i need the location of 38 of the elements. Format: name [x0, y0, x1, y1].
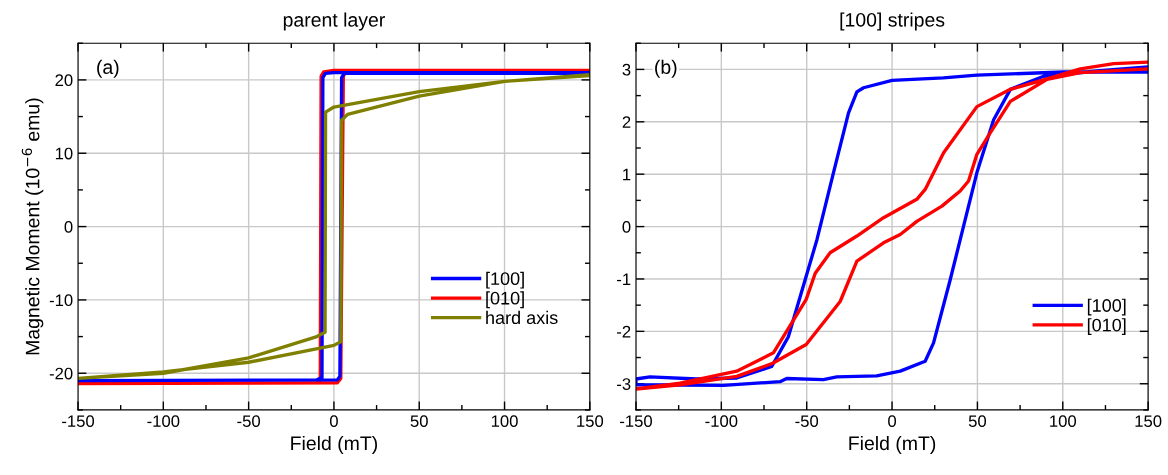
y-tick-label: 0: [622, 220, 631, 233]
chart-title: parent layer: [283, 12, 385, 31]
x-tick-label: 50: [968, 415, 987, 428]
y-tick-label: 3: [622, 63, 631, 76]
y-tick-label: 2: [622, 116, 631, 128]
legend-label: [100]: [486, 271, 524, 289]
x-tick-label: 150: [577, 415, 604, 428]
x-tick-label: -100: [705, 415, 738, 428]
x-tick-label: -100: [147, 415, 180, 428]
y-tick-label: 10: [55, 147, 73, 160]
y-axis-title: Magnetic Moment (10$^{−6}$ emu): [21, 98, 44, 355]
x-tick-label: -150: [62, 415, 95, 428]
legend-label: [100]: [1087, 298, 1126, 316]
y-tick-label: -1: [617, 273, 631, 285]
y-tick-label: -20: [49, 367, 73, 380]
annotation: (b): [655, 59, 677, 78]
x-tick-label: 100: [1050, 415, 1077, 428]
x-tick-label: 150: [1135, 415, 1162, 428]
x-tick-label: 0: [888, 415, 897, 428]
y-tick-label: -10: [49, 294, 73, 307]
x-tick-label: -50: [237, 415, 261, 428]
x-axis-title: Field (mT): [291, 435, 378, 454]
y-tick-label: 1: [623, 168, 631, 181]
x-tick-label: -50: [795, 415, 819, 428]
x-tick-label: 100: [491, 415, 518, 428]
x-tick-label: 0: [329, 415, 338, 428]
legend-label: [010]: [1087, 318, 1126, 335]
x-tick-label: 50: [410, 415, 428, 428]
y-tick-label: 20: [55, 74, 73, 87]
chart-title: [100] stripes: [840, 12, 945, 31]
annotation: (a): [97, 59, 119, 78]
legend-label: hard axis: [486, 310, 558, 325]
y-tick-label: 0: [64, 220, 73, 233]
legend-label: [010]: [486, 291, 524, 309]
y-tick-label: -2: [617, 325, 631, 338]
x-axis-title: Field (mT): [849, 435, 936, 454]
y-tick-label: -3: [617, 378, 631, 390]
x-tick-label: -150: [620, 415, 652, 428]
